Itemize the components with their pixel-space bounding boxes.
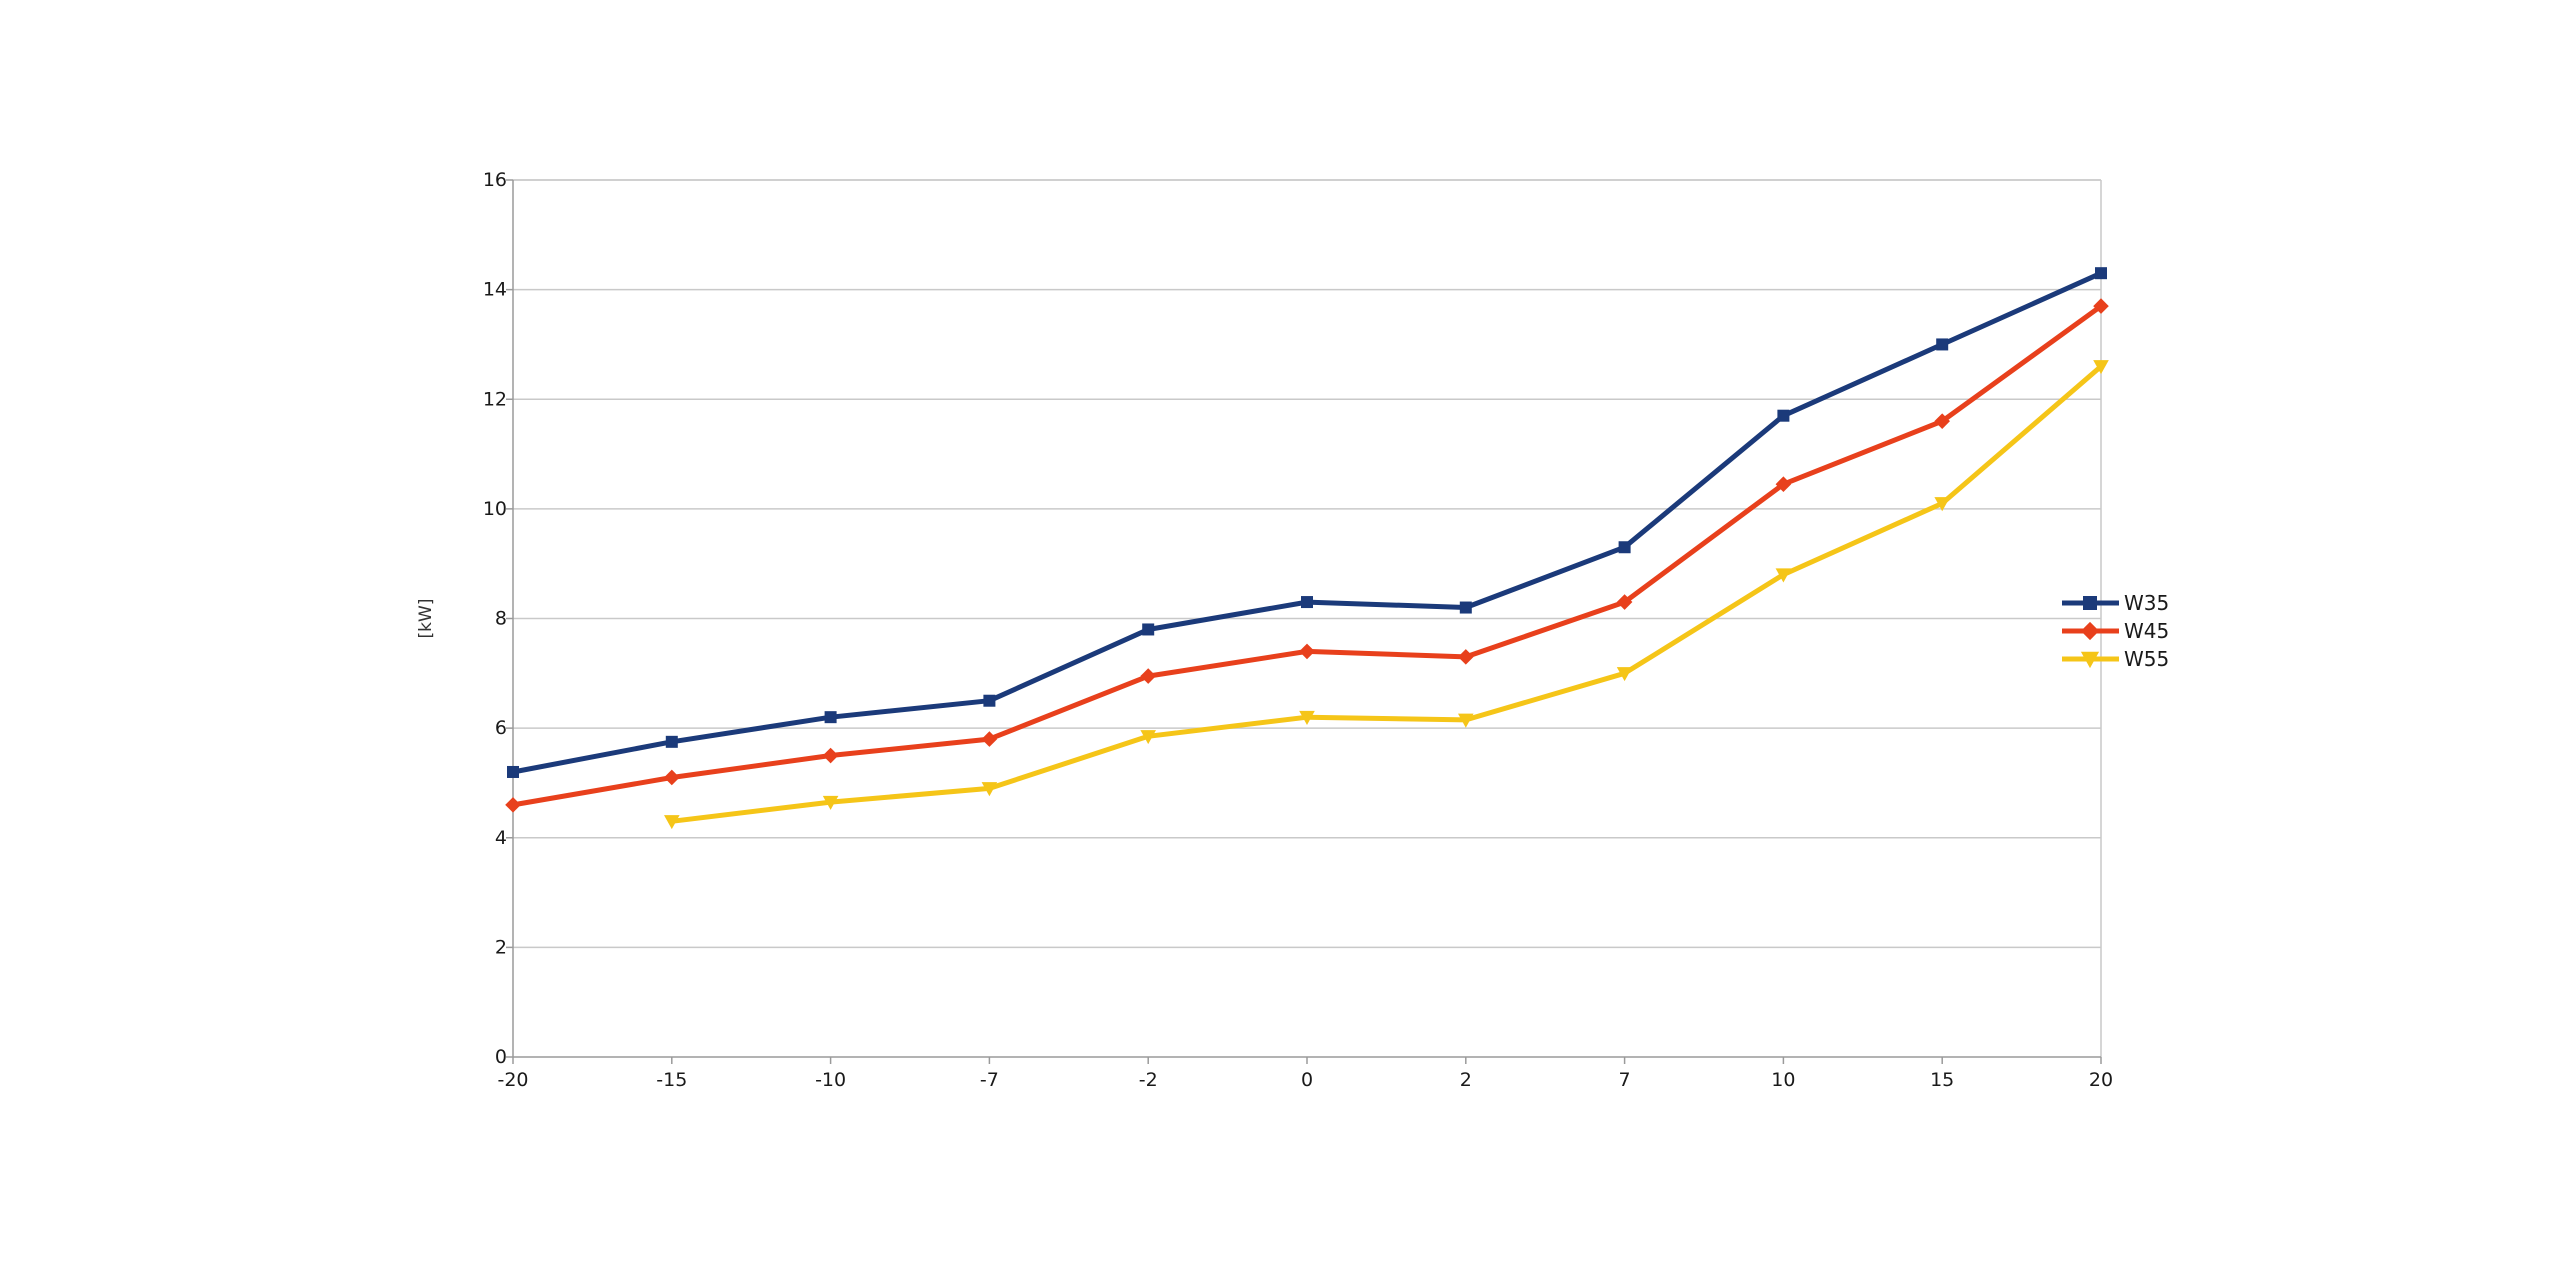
legend-label: W55 xyxy=(2124,647,2169,671)
y-tick-label: 16 xyxy=(483,169,507,191)
y-tick-label: 0 xyxy=(495,1046,507,1068)
data-point xyxy=(1140,730,1156,745)
x-tick-label: 7 xyxy=(1619,1069,1631,1091)
data-point xyxy=(1775,476,1792,493)
x-tick-label: 20 xyxy=(2089,1069,2113,1091)
data-point xyxy=(1140,668,1156,684)
data-point xyxy=(665,735,678,748)
legend: W35 W45 W55 xyxy=(2062,591,2169,671)
data-point xyxy=(507,765,519,778)
data-point xyxy=(1618,541,1631,554)
series-W35 xyxy=(507,267,2107,778)
y-tick-label: 12 xyxy=(483,388,507,410)
legend-item-W35: W35 xyxy=(2062,591,2169,615)
axes xyxy=(506,179,2102,1064)
data-point xyxy=(1616,594,1633,610)
data-point xyxy=(1934,413,1950,429)
data-point xyxy=(1775,568,1792,583)
series-group xyxy=(505,267,2109,830)
data-point xyxy=(664,815,680,830)
data-point xyxy=(1777,409,1790,422)
legend-marker xyxy=(2080,651,2100,669)
y-tick-label: 14 xyxy=(483,279,507,301)
data-point xyxy=(2095,267,2107,280)
x-tick-label: -20 xyxy=(497,1069,528,1091)
legend-marker xyxy=(2080,621,2100,641)
data-point xyxy=(664,769,680,786)
data-point xyxy=(1458,713,1474,728)
data-point xyxy=(1299,710,1315,725)
gridlines xyxy=(513,179,2101,949)
legend-label: W35 xyxy=(2124,591,2169,615)
data-point xyxy=(2093,298,2109,314)
series-W45 xyxy=(505,298,2109,813)
data-point xyxy=(1301,596,1313,609)
y-tick-label: 2 xyxy=(495,936,507,958)
x-tick-label: -7 xyxy=(980,1069,999,1091)
data-point xyxy=(824,711,837,724)
x-tick-label: 15 xyxy=(1930,1069,1954,1091)
data-point xyxy=(505,797,521,813)
data-point xyxy=(2093,360,2109,375)
data-point xyxy=(1458,649,1474,665)
x-tick-label: 10 xyxy=(1771,1069,1795,1091)
y-tick-label: 8 xyxy=(495,608,507,630)
data-point xyxy=(1616,667,1633,682)
x-tick-label: -15 xyxy=(656,1069,687,1091)
series-line xyxy=(669,363,2104,824)
data-point xyxy=(1299,643,1315,660)
x-tick-label: 0 xyxy=(1301,1069,1313,1091)
data-point xyxy=(981,782,998,797)
legend-item-W45: W45 xyxy=(2062,619,2169,643)
legend-item-W55: W55 xyxy=(2062,647,2169,671)
data-point xyxy=(1459,601,1472,614)
data-point xyxy=(981,731,998,747)
legend-marker xyxy=(2083,596,2097,610)
data-point xyxy=(822,795,839,810)
series-W55 xyxy=(664,360,2109,830)
y-tick-label: 4 xyxy=(495,827,507,849)
x-tick-label: -2 xyxy=(1139,1069,1158,1091)
x-tick-label: 2 xyxy=(1460,1069,1472,1091)
y-tick-label: 6 xyxy=(495,717,507,739)
data-point xyxy=(1142,623,1155,636)
data-point xyxy=(983,694,996,707)
data-point xyxy=(822,747,839,764)
x-tick-label: -10 xyxy=(815,1069,846,1091)
y-tick-label: 10 xyxy=(483,498,507,520)
legend-label: W45 xyxy=(2124,619,2169,643)
data-point xyxy=(1936,338,1949,351)
y-axis-title: [kW] xyxy=(416,599,436,639)
data-point xyxy=(1934,497,1950,512)
